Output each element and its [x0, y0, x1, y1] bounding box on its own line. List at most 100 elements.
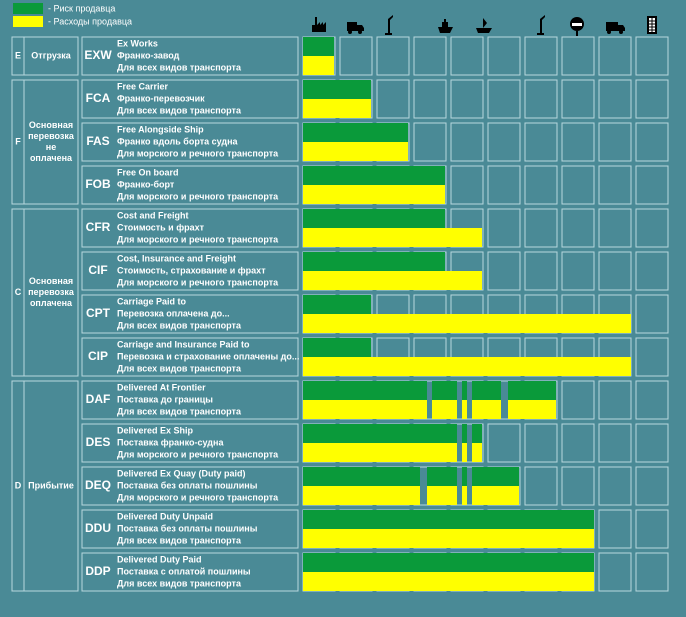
- row-label-box: [81, 423, 299, 463]
- cost-bar: [472, 486, 519, 505]
- cell: [635, 466, 669, 506]
- row-line: Free Alongside Ship: [117, 124, 204, 134]
- cost-bar: [303, 400, 427, 419]
- row-line: Carriage and Insurance Paid to: [117, 339, 250, 349]
- cost-bar: [303, 572, 594, 591]
- row-code: CFR: [86, 220, 111, 234]
- cell: [635, 208, 669, 248]
- cost-bar: [432, 400, 457, 419]
- cell: [450, 36, 484, 76]
- row-code: CIP: [88, 349, 108, 363]
- row-code: FOB: [85, 177, 111, 191]
- group-name: не: [46, 142, 56, 152]
- cell: [635, 251, 669, 291]
- cost-bar: [462, 400, 467, 419]
- legend-cost: - Расходы продавца: [48, 16, 132, 26]
- risk-bar: [303, 338, 371, 357]
- cell: [339, 36, 373, 76]
- cell: [598, 423, 632, 463]
- group-name: Отгрузка: [31, 50, 71, 60]
- risk-bar: [303, 381, 427, 400]
- cell: [524, 122, 558, 162]
- cell: [524, 36, 558, 76]
- cell: [598, 466, 632, 506]
- risk-bar: [303, 37, 334, 56]
- cell: [413, 122, 447, 162]
- row-label-box: [81, 466, 299, 506]
- cell: [524, 423, 558, 463]
- row-line: Delivered Ex Ship: [117, 425, 194, 435]
- cost-bar: [303, 529, 594, 548]
- row-line: Delivered Duty Unpaid: [117, 511, 213, 521]
- cell: [524, 251, 558, 291]
- risk-bar: [303, 166, 445, 185]
- row-line: Для всех видов транспорта: [117, 105, 242, 115]
- group-name: Прибытие: [28, 480, 74, 490]
- row-line: Free Carrier: [117, 81, 169, 91]
- cell: [487, 251, 521, 291]
- row-label-box: [81, 251, 299, 291]
- row-label-box: [81, 337, 299, 377]
- risk-bar: [472, 381, 501, 400]
- cost-bar: [472, 400, 501, 419]
- row-label-box: [81, 79, 299, 119]
- row-line: Для всех видов транспорта: [117, 406, 242, 416]
- row-line: Франко-борт: [117, 179, 175, 189]
- row-line: Delivered Ex Quay (Duty paid): [117, 468, 246, 478]
- row-code: CIF: [88, 263, 107, 277]
- cell: [598, 36, 632, 76]
- cell: [598, 552, 632, 592]
- cost-bar: [462, 443, 467, 462]
- legend-risk: - Риск продавца: [48, 3, 115, 13]
- row-line: Для всех видов транспорта: [117, 363, 242, 373]
- risk-bar: [303, 424, 457, 443]
- row-label-box: [81, 380, 299, 420]
- cost-bar: [508, 400, 556, 419]
- row-code: DAF: [86, 392, 111, 406]
- row-label-box: [81, 294, 299, 334]
- cell: [598, 509, 632, 549]
- cost-bar: [472, 443, 482, 462]
- risk-bar: [462, 424, 467, 443]
- row-line: Стоимость, страхование и фрахт: [117, 265, 266, 275]
- cell: [487, 122, 521, 162]
- row-line: Для морского и речного транспорта: [117, 277, 279, 287]
- risk-bar: [303, 510, 594, 529]
- row-line: Для морского и речного транспорта: [117, 492, 279, 502]
- legend-risk-swatch: [13, 3, 43, 14]
- legend-cost-swatch: [13, 16, 43, 27]
- cost-bar: [303, 185, 445, 204]
- row-line: Поставка без оплаты пошлины: [117, 480, 258, 490]
- row-code: FAS: [86, 134, 109, 148]
- icons: [312, 15, 657, 36]
- row-code: DDP: [85, 564, 110, 578]
- cell: [524, 165, 558, 205]
- row-line: Франко-завод: [117, 50, 180, 60]
- row-line: Для всех видов транспорта: [117, 578, 242, 588]
- group-letter: D: [15, 480, 22, 490]
- cell: [450, 79, 484, 119]
- row-line: Перевозка и страхование оплачены до...: [117, 351, 299, 361]
- risk-bar: [508, 381, 556, 400]
- cost-bar: [462, 486, 467, 505]
- cell: [635, 36, 669, 76]
- risk-bar: [472, 424, 482, 443]
- group-name: Основная: [29, 120, 73, 130]
- cell: [561, 122, 595, 162]
- cell: [561, 423, 595, 463]
- row-code: DDU: [85, 521, 111, 535]
- row-label-box: [81, 165, 299, 205]
- row-label-box: [81, 208, 299, 248]
- group-name: Основная: [29, 276, 73, 286]
- cell: [450, 122, 484, 162]
- cost-bar: [303, 271, 482, 290]
- cell: [635, 552, 669, 592]
- row-line: Для всех видов транспорта: [117, 62, 242, 72]
- row-line: Delivered Duty Paid: [117, 554, 202, 564]
- risk-bar: [432, 381, 457, 400]
- cost-bar: [303, 486, 420, 505]
- row-line: Поставка до границы: [117, 394, 213, 404]
- cell: [524, 466, 558, 506]
- risk-bar: [303, 553, 594, 572]
